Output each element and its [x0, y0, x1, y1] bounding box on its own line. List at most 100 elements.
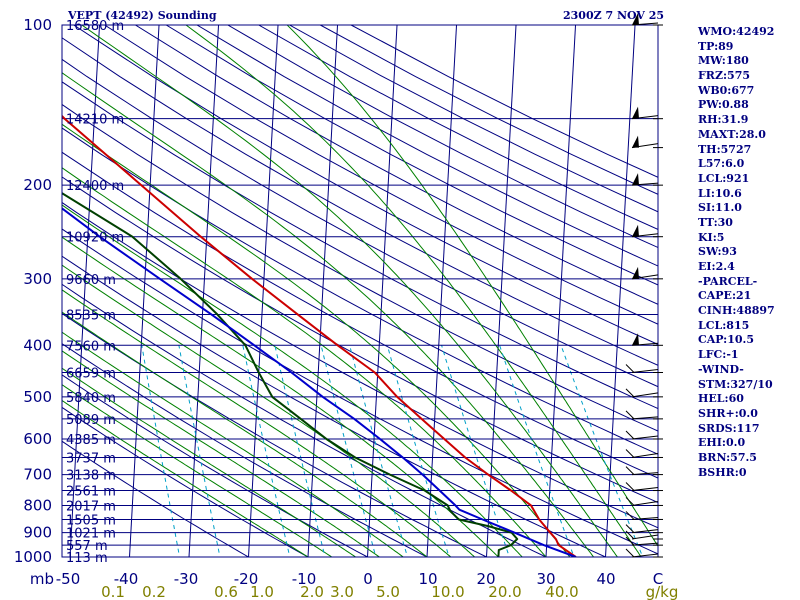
wind-barb-feather — [625, 511, 635, 520]
dry-adiabat-line — [227, 25, 658, 249]
wind-barb-staff — [631, 452, 659, 458]
wind-barb-feather — [625, 530, 635, 540]
temperature-tick-label: 30 — [536, 570, 555, 588]
dry-adiabat-line — [62, 151, 658, 479]
pressure-tick-label: 400 — [23, 336, 52, 354]
index-line: -WIND- — [698, 362, 744, 376]
index-line: EHI:0.0 — [698, 436, 746, 450]
pressure-tick-label: 200 — [23, 176, 52, 194]
temperature-tick-label: -10 — [292, 570, 317, 588]
index-line: STM:327/10 — [698, 377, 773, 391]
index-line: TH:5727 — [698, 142, 752, 156]
dry-adiabat-line — [62, 440, 250, 557]
wind-barb-staff — [631, 392, 659, 398]
height-level-label: 14210 m — [66, 113, 124, 128]
mixing-ratio-label: 40.0 — [545, 583, 578, 600]
pressure-tick-label: 700 — [23, 466, 52, 484]
height-level-label: 1021 m — [66, 527, 116, 542]
dry-adiabat-line — [62, 283, 548, 557]
index-line: SW:93 — [698, 245, 737, 259]
dry-adiabat-line — [62, 81, 658, 410]
mixing-ratio-label: 2.0 — [300, 583, 324, 600]
temperature-tick-label: 0 — [363, 570, 373, 588]
temperature-tick-label: -50 — [56, 570, 81, 588]
mixing-ratio-label: 10.0 — [431, 583, 464, 600]
height-level-label: 5840 m — [66, 391, 116, 406]
chart-title: VEPT (42492) Sounding — [68, 9, 217, 22]
wind-barb-feather — [625, 466, 635, 475]
wind-barb-feather — [625, 548, 635, 558]
height-level-label: 557 m — [66, 539, 108, 554]
isotherm-line — [248, 25, 279, 557]
height-level-label: 3737 m — [66, 451, 116, 466]
dry-adiabat-line — [196, 25, 658, 267]
height-level-label: 3138 m — [66, 469, 116, 484]
temperature-tick-label: -20 — [234, 570, 259, 588]
indices-panel: WMO:42492 TP:89 MW:180 FRZ:575 WB0:677 PW:0.8… — [698, 25, 798, 480]
index-line: HEL:60 — [698, 392, 744, 406]
isotherm-line — [605, 25, 636, 557]
chart-timestamp: 2300Z 7 NOV 25 — [563, 9, 665, 22]
index-line: MW:180 — [698, 54, 749, 68]
index-line: LFC:-1 — [698, 348, 739, 362]
mixing-ratio-label: 1.0 — [250, 583, 274, 600]
wind-barb-feather — [625, 536, 635, 546]
dry-adiabat-line — [62, 406, 310, 557]
dry-adiabat-line — [62, 312, 488, 557]
mixing-ratio-label: 0.6 — [214, 583, 238, 600]
wind-barb-feather — [625, 524, 635, 534]
temperature-tick-label: C — [653, 570, 663, 588]
mixing-ratio-line — [386, 345, 450, 557]
wind-barb-staff — [631, 542, 659, 546]
mixing-ratio-line — [141, 345, 181, 557]
isotherm-line — [367, 25, 398, 557]
height-level-label: 8535 m — [66, 308, 116, 323]
index-line: BRN:57.5 — [698, 450, 757, 464]
dry-adiabat-line — [104, 25, 658, 325]
height-level-label: 2017 m — [66, 499, 116, 514]
wind-barb-feather — [625, 430, 635, 440]
index-line: TP:89 — [698, 39, 734, 53]
wind-barb-staff — [631, 369, 659, 374]
wind-barb-staff — [631, 416, 659, 420]
index-line: FRZ:575 — [698, 69, 751, 83]
temperature-tick-label: mb — [30, 570, 54, 588]
height-level-label: 4385 m — [66, 433, 116, 448]
index-line: TT:30 — [698, 215, 733, 229]
mixing-ratio-label: 5.0 — [376, 583, 400, 600]
pressure-tick-label: 100 — [23, 16, 52, 34]
mixing-ratio-unit: g/kg — [646, 583, 679, 600]
index-line: RH:31.9 — [698, 113, 749, 127]
mixing-ratio-label: 0.2 — [142, 583, 166, 600]
wind-barb-staff — [631, 553, 659, 558]
moist-adiabat-line — [81, 25, 618, 557]
index-line: MAXT:28.0 — [698, 127, 766, 141]
dry-adiabat-line — [73, 25, 658, 346]
height-level-label: 113 m — [66, 551, 108, 566]
moist-adiabat-line — [286, 25, 658, 548]
dry-adiabat-line — [62, 58, 658, 388]
wind-barb-flag — [632, 135, 639, 148]
pressure-tick-label: 800 — [23, 496, 52, 514]
index-line: KI:5 — [698, 230, 725, 244]
dry-adiabat-line — [165, 25, 658, 286]
mixing-ratio-label: 0.1 — [101, 583, 125, 600]
isotherm-line — [545, 25, 577, 557]
wind-barb-feather — [625, 410, 635, 420]
mixing-ratio-line — [178, 345, 221, 557]
temperature-tick-label: 40 — [596, 570, 615, 588]
wind-barb-staff — [631, 500, 659, 506]
pressure-tick-label: 900 — [23, 524, 52, 542]
index-line: WMO:42492 — [698, 25, 775, 38]
wind-barb-flag — [632, 333, 639, 346]
dry-adiabat-line — [62, 343, 429, 557]
wind-barb-feather — [625, 482, 635, 491]
profile-lines — [62, 114, 577, 557]
wind-barb-flag — [632, 266, 639, 279]
wind-barb-feather — [625, 449, 635, 458]
dry-adiabat-line — [62, 176, 658, 504]
moist-adiabat-line — [62, 331, 404, 557]
dry-adiabat-line — [135, 25, 658, 305]
wind-barb-flag — [632, 224, 639, 237]
